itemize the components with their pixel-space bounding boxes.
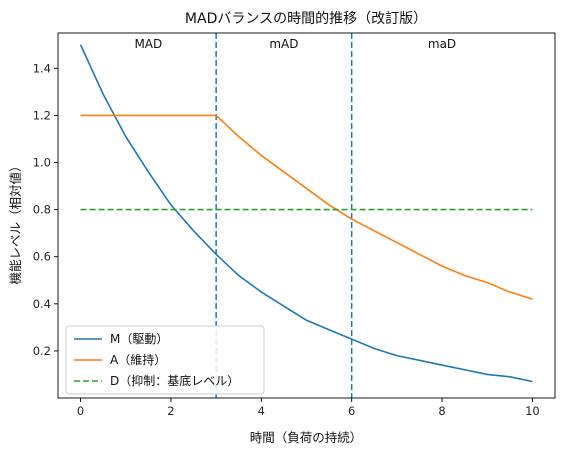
plot-frame	[57, 32, 556, 399]
series-line-1	[79, 44, 533, 383]
phase-label-2: mAD	[269, 37, 298, 51]
legend-label-3: D（抑制：基底レベル）	[110, 373, 239, 388]
x-tick-label: 8	[438, 404, 445, 418]
plot-area: MAD mAD maD 0 2 4 6 8 10 0.2 0.4 0.6 0.8 1.0 1.2 1.4 M（駆…	[33, 32, 556, 418]
phase-label-3: maD	[428, 37, 456, 51]
y-tick-label: 1.4	[33, 61, 51, 75]
y-tick-label: 0.6	[33, 250, 51, 264]
y-tick-label: 0.8	[33, 203, 51, 217]
y-tick-label: 1.2	[33, 108, 51, 122]
phase-label-1: MAD	[134, 37, 162, 51]
x-tick-label: 0	[77, 404, 84, 418]
series-line-2	[80, 114, 533, 300]
x-tick-label: 2	[167, 404, 174, 418]
x-tick-label: 10	[525, 404, 540, 418]
x-axis-title: 時間（負荷の持続）	[250, 430, 363, 445]
x-tick-label: 6	[348, 404, 355, 418]
legend-box	[65, 325, 265, 395]
legend-label-2: A（維持）	[110, 352, 166, 367]
chart-title: MADバランスの時間的推移（改訂版）	[185, 11, 427, 27]
legend-label-1: M（駆動）	[110, 332, 168, 346]
x-tick-label: 4	[258, 404, 265, 418]
y-tick-label: 0.2	[33, 344, 51, 358]
y-tick-label: 0.4	[33, 297, 51, 311]
y-tick-label: 1.0	[33, 156, 51, 170]
y-axis-title: 機能レベル（相対値）	[8, 159, 23, 284]
